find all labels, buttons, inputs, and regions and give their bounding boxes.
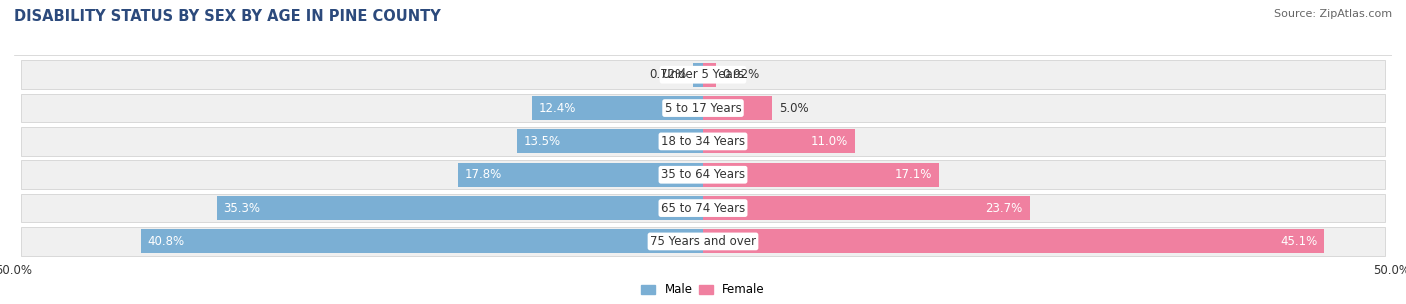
Bar: [703, 63, 716, 87]
Bar: [703, 196, 1029, 220]
Text: Source: ZipAtlas.com: Source: ZipAtlas.com: [1274, 9, 1392, 19]
Bar: [703, 130, 855, 154]
Bar: [703, 230, 1324, 254]
Text: 11.0%: 11.0%: [810, 135, 848, 148]
Text: 45.1%: 45.1%: [1281, 235, 1317, 248]
Bar: [703, 163, 939, 187]
Bar: [458, 163, 703, 187]
Bar: [21, 227, 1385, 256]
Text: 17.8%: 17.8%: [464, 168, 502, 181]
Bar: [693, 63, 703, 87]
Legend: Male, Female: Male, Female: [637, 278, 769, 301]
Bar: [21, 161, 1385, 189]
Text: 18 to 34 Years: 18 to 34 Years: [661, 135, 745, 148]
Text: 23.7%: 23.7%: [986, 202, 1022, 215]
Bar: [21, 94, 1385, 123]
Text: 65 to 74 Years: 65 to 74 Years: [661, 202, 745, 215]
Text: 35 to 64 Years: 35 to 64 Years: [661, 168, 745, 181]
Text: 5.0%: 5.0%: [779, 102, 808, 115]
Text: 17.1%: 17.1%: [894, 168, 932, 181]
Bar: [531, 96, 703, 120]
Bar: [141, 230, 703, 254]
Bar: [21, 60, 1385, 89]
Bar: [517, 130, 703, 154]
Bar: [217, 196, 703, 220]
Text: 13.5%: 13.5%: [524, 135, 561, 148]
Text: 0.72%: 0.72%: [650, 68, 686, 81]
Text: 0.92%: 0.92%: [723, 68, 759, 81]
Text: 35.3%: 35.3%: [224, 202, 260, 215]
Bar: [703, 96, 772, 120]
Text: 12.4%: 12.4%: [538, 102, 576, 115]
Bar: [21, 127, 1385, 156]
Bar: [21, 194, 1385, 223]
Text: DISABILITY STATUS BY SEX BY AGE IN PINE COUNTY: DISABILITY STATUS BY SEX BY AGE IN PINE …: [14, 9, 441, 24]
Text: 5 to 17 Years: 5 to 17 Years: [665, 102, 741, 115]
Text: 75 Years and over: 75 Years and over: [650, 235, 756, 248]
Text: Under 5 Years: Under 5 Years: [662, 68, 744, 81]
Text: 40.8%: 40.8%: [148, 235, 184, 248]
